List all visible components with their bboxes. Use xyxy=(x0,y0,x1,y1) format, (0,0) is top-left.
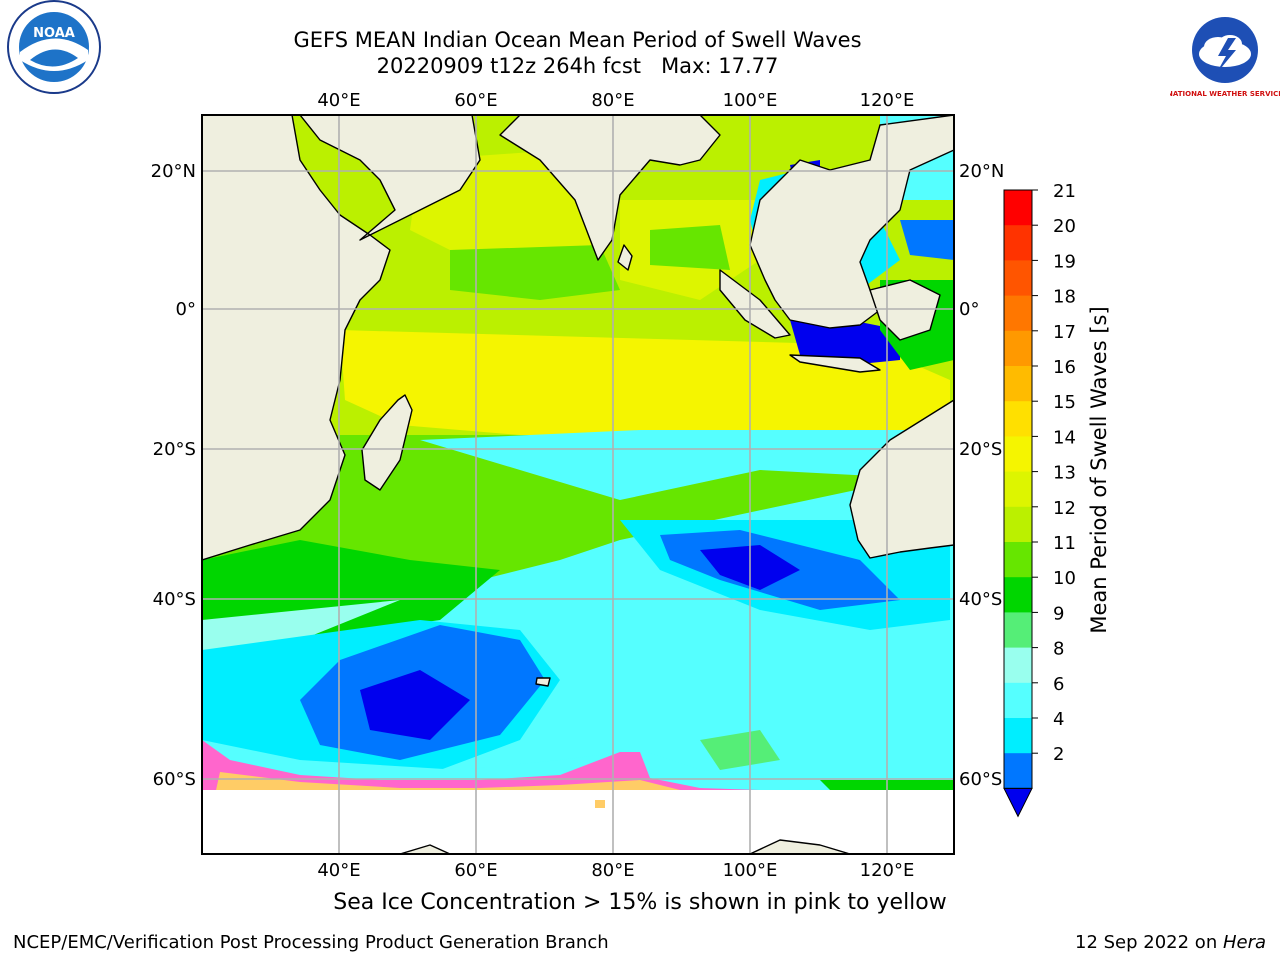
sumatra xyxy=(719,269,791,339)
nws-logo: NATIONAL WEATHER SERVICE xyxy=(1170,3,1280,98)
noaa-logo-text: NOAA xyxy=(33,26,75,41)
credit-date-text: 12 Sep 2022 on xyxy=(1075,932,1223,953)
india-landmass xyxy=(499,115,721,261)
colorbar-swatch xyxy=(1004,436,1032,473)
australia xyxy=(849,399,954,559)
colorbar-tick-label: 20 xyxy=(1053,216,1076,237)
colorbar-swatch xyxy=(1004,612,1032,649)
southeast-asia-landmass xyxy=(699,115,954,329)
lon-label-bottom: 120°E xyxy=(860,860,915,881)
sea-ice-band xyxy=(202,740,954,854)
colorbar-tick-label: 4 xyxy=(1053,709,1064,730)
lon-label-bottom: 40°E xyxy=(317,860,360,881)
colorbar-swatch xyxy=(1004,260,1032,297)
lon-label-top: 60°E xyxy=(454,90,497,111)
lon-label-top: 100°E xyxy=(723,90,778,111)
colorbar-tick-label: 18 xyxy=(1053,287,1076,308)
noaa-logo: NOAA xyxy=(7,0,101,94)
colorbar-tick-label: 2 xyxy=(1053,744,1064,765)
colorbar-swatch xyxy=(1004,295,1032,332)
colorbar-tick-label: 6 xyxy=(1053,674,1064,695)
lat-label-right: 0° xyxy=(959,299,979,320)
map-frame xyxy=(201,114,955,855)
lat-label-right: 40°S xyxy=(959,589,1002,610)
lat-label-right: 20°S xyxy=(959,439,1002,460)
colorbar-tick-label: 14 xyxy=(1053,427,1076,448)
lon-label-top: 80°E xyxy=(591,90,634,111)
colorbar-tick-label: 17 xyxy=(1053,322,1076,343)
graticule xyxy=(202,115,954,854)
java xyxy=(789,354,881,373)
lat-label-left: 60°S xyxy=(153,769,196,790)
colorbar-swatch xyxy=(1004,753,1032,789)
colorbar-tick-label: 9 xyxy=(1053,603,1064,624)
nws-logo-text: NATIONAL WEATHER SERVICE xyxy=(1170,90,1280,98)
credit-date: 12 Sep 2022 on Hera xyxy=(1075,932,1266,953)
lon-label-bottom: 100°E xyxy=(723,860,778,881)
colorbar-frame xyxy=(1003,189,1033,789)
lon-label-bottom: 80°E xyxy=(591,860,634,881)
max-value-label: Max: 17.77 xyxy=(661,54,779,78)
colorbar-swatch xyxy=(1004,647,1032,684)
map-subtitle: 20220909 t12z 264h fcst Max: 17.77 xyxy=(0,53,1155,79)
colorbar-swatch xyxy=(1004,330,1032,367)
sri-lanka xyxy=(617,244,633,271)
colorbar: 21 20 19 18 17 16 15 14 13 12 11 10 9 8 6 4 2 xyxy=(1003,181,1076,818)
colorbar-tick-label: 13 xyxy=(1053,463,1076,484)
credit-machine: Hera xyxy=(1222,932,1266,953)
forecast-date-label: 20220909 t12z 264h fcst xyxy=(376,54,642,78)
lat-label-left: 0° xyxy=(176,299,196,320)
colorbar-tick-label: 12 xyxy=(1053,498,1076,519)
kerguelen-island xyxy=(535,677,551,687)
credit-branch: NCEP/EMC/Verification Post Processing Pr… xyxy=(13,932,609,953)
colorbar-tick-label: 16 xyxy=(1053,357,1076,378)
colorbar-swatch xyxy=(1004,506,1032,543)
colorbar-swatch xyxy=(1004,190,1032,226)
colorbar-swatch xyxy=(1004,718,1032,754)
colorbar-under-arrow xyxy=(1003,787,1033,818)
colorbar-swatch xyxy=(1004,577,1032,613)
colorbar-swatch xyxy=(1004,366,1032,402)
lat-label-left: 20°S xyxy=(153,439,196,460)
lat-label-left: 40°S xyxy=(153,589,196,610)
colorbar-swatch xyxy=(1004,542,1032,578)
colorbar-tick-label: 21 xyxy=(1053,181,1076,202)
colorbar-tick-label: 8 xyxy=(1053,639,1064,660)
sea-ice-note: Sea Ice Concentration > 15% is shown in … xyxy=(333,890,947,915)
madagascar xyxy=(361,394,413,491)
antarctica-coast xyxy=(399,839,851,854)
colorbar-tick-label: 10 xyxy=(1053,568,1076,589)
lon-label-top: 40°E xyxy=(317,90,360,111)
colorbar-tick-label: 19 xyxy=(1053,251,1076,272)
colorbar-label: Mean Period of Swell Waves [s] xyxy=(1087,306,1111,633)
colorbar-swatch xyxy=(1004,682,1032,719)
colorbar-swatch xyxy=(1004,401,1032,437)
colorbar-tick-label: 11 xyxy=(1053,533,1076,554)
lat-label-right: 20°N xyxy=(959,161,1004,182)
map-title: GEFS MEAN Indian Ocean Mean Period of Sw… xyxy=(293,28,862,52)
lat-label-left: 20°N xyxy=(151,161,196,182)
lat-label-right: 60°S xyxy=(959,769,1002,790)
lon-label-bottom: 60°E xyxy=(454,860,497,881)
colorbar-swatch xyxy=(1004,471,1032,508)
colorbar-tick-label: 15 xyxy=(1053,392,1076,413)
lon-label-top: 120°E xyxy=(860,90,915,111)
colorbar-swatch xyxy=(1004,225,1032,261)
